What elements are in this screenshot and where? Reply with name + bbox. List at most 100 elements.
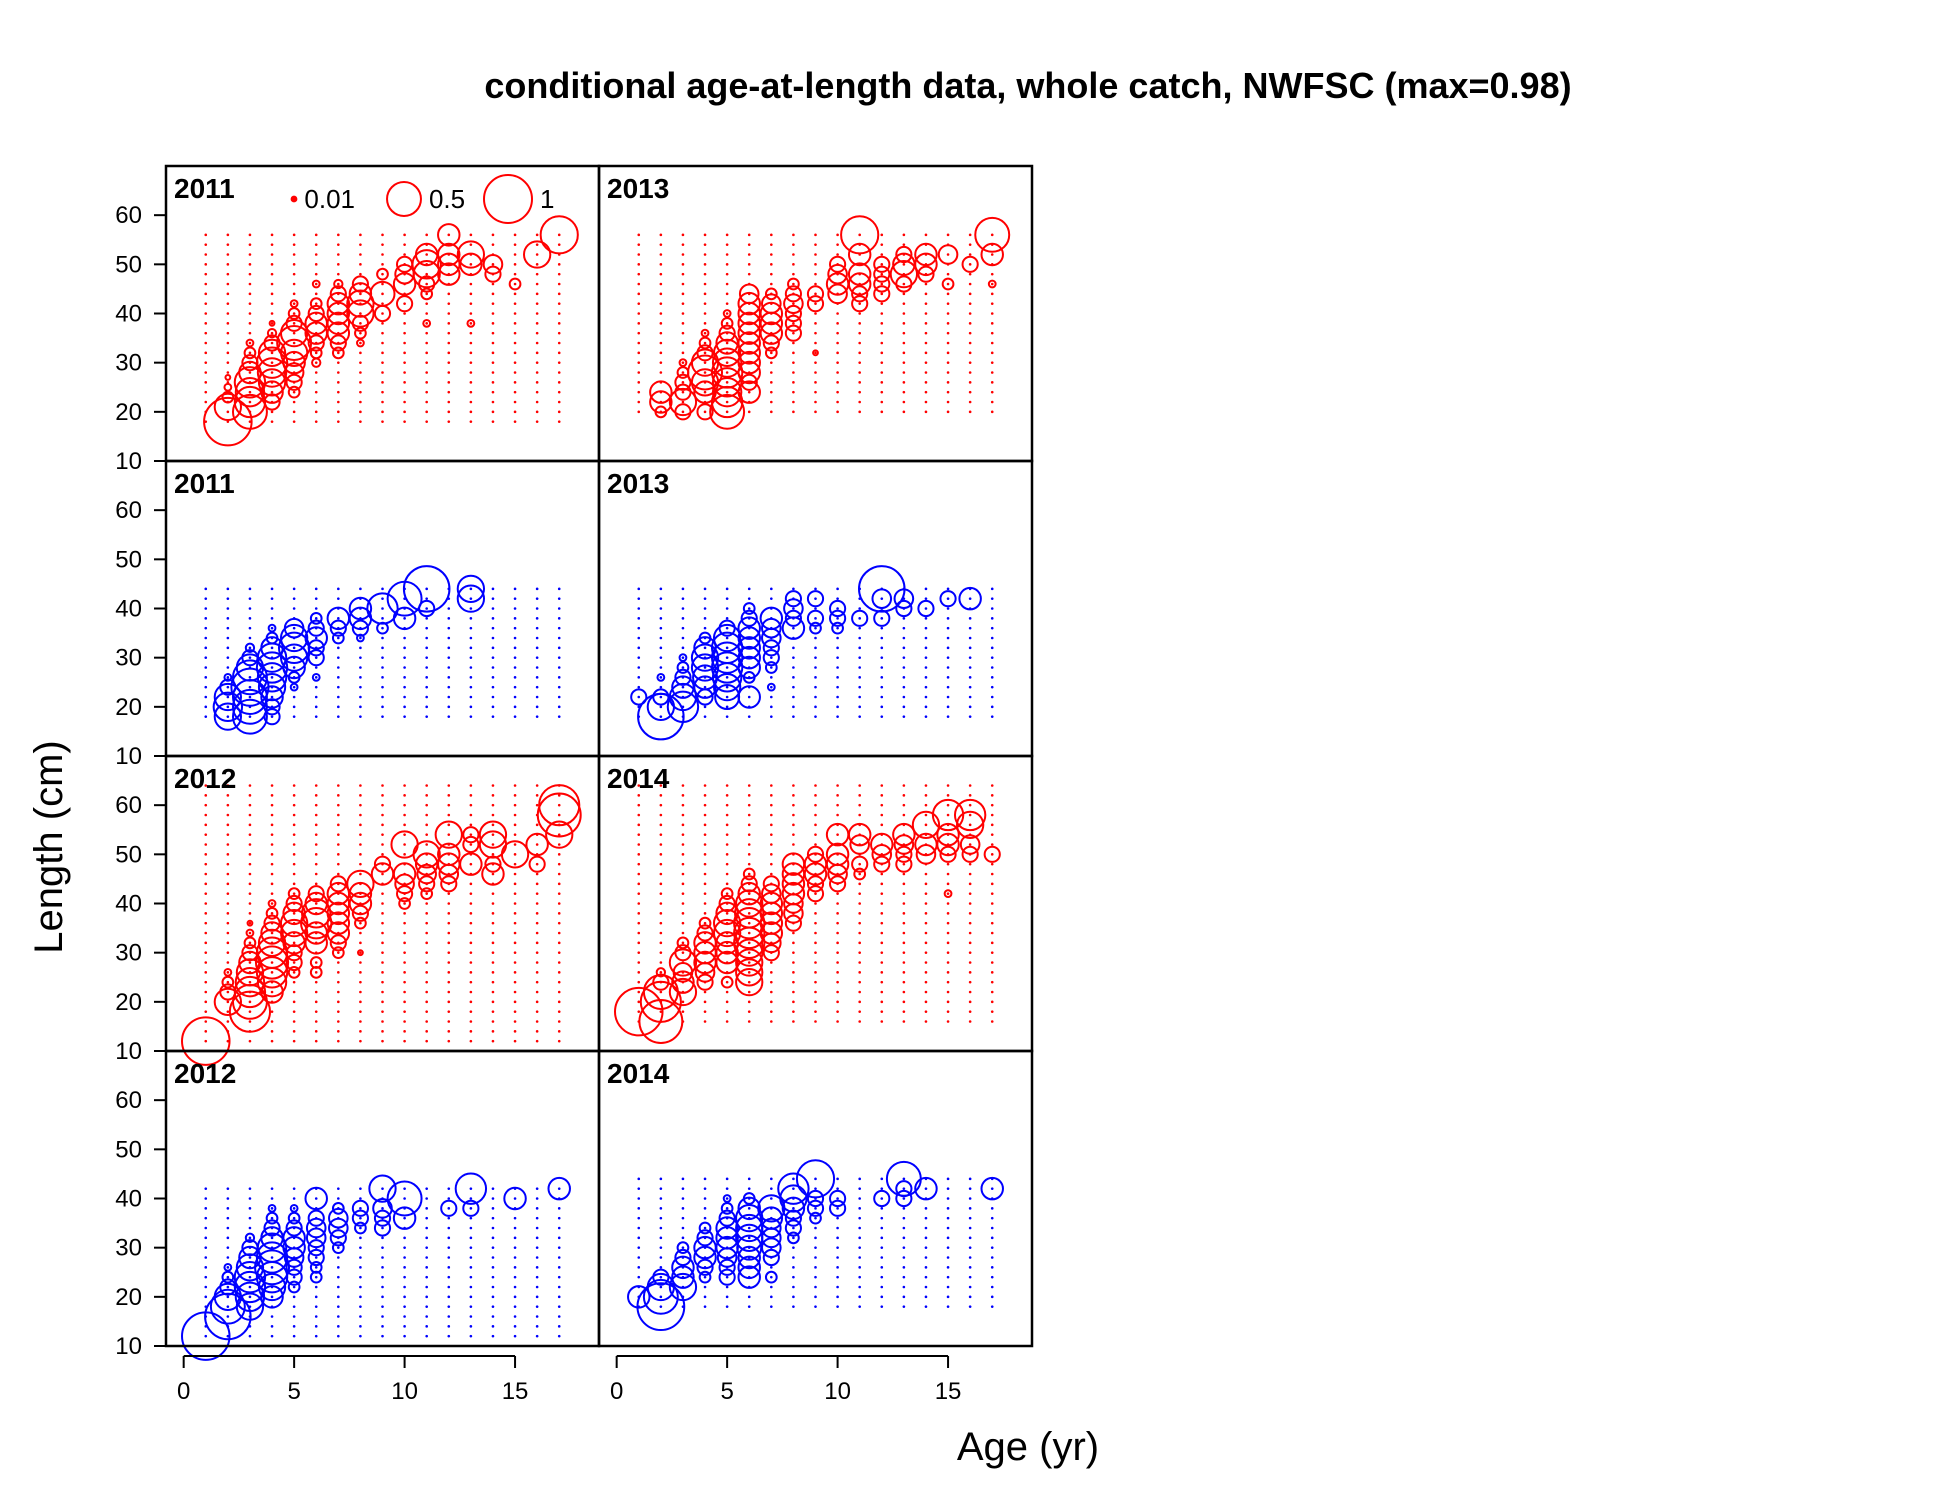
grid-dot xyxy=(491,233,495,237)
grid-dot xyxy=(924,587,928,591)
data-bubble xyxy=(525,832,549,857)
grid-dot xyxy=(557,666,561,669)
grid-dot xyxy=(248,351,252,355)
grid-dot xyxy=(681,282,685,286)
data-bubble xyxy=(937,244,959,265)
grid-dot xyxy=(880,322,884,325)
grid-dot xyxy=(337,1030,340,1033)
grid-dot xyxy=(637,1256,641,1259)
grid-dot xyxy=(491,322,495,325)
grid-dot xyxy=(292,1216,296,1220)
grid-dot xyxy=(314,676,318,679)
grid-dot xyxy=(836,803,839,807)
data-bubble xyxy=(267,623,277,633)
grid-dot xyxy=(659,646,663,650)
grid-dot xyxy=(902,390,906,394)
grid-dot xyxy=(880,902,884,905)
data-bubble xyxy=(462,826,480,844)
grid-dot xyxy=(226,882,230,886)
data-bubble xyxy=(282,1235,306,1260)
grid-dot xyxy=(491,872,495,876)
data-bubble xyxy=(892,822,916,847)
grid-dot xyxy=(814,912,817,915)
grid-dot xyxy=(681,253,685,256)
grid-dot xyxy=(292,312,296,315)
grid-dot xyxy=(513,705,517,709)
grid-dot xyxy=(314,351,318,355)
grid-dot xyxy=(381,1246,384,1249)
grid-dot xyxy=(725,361,729,364)
data-bubble xyxy=(354,1221,367,1235)
grid-dot xyxy=(858,371,861,374)
data-bubble xyxy=(718,619,736,637)
grid-dot xyxy=(469,302,473,305)
grid-dot xyxy=(447,390,451,394)
data-bubble xyxy=(307,1239,325,1257)
data-bubble xyxy=(221,975,235,989)
grid-dot xyxy=(381,272,384,276)
grid-dot xyxy=(226,1010,230,1013)
grid-dot xyxy=(513,1216,517,1220)
grid-dot xyxy=(924,931,928,935)
grid-dot xyxy=(535,1246,539,1249)
grid-dot xyxy=(403,853,406,856)
data-bubble xyxy=(737,1265,761,1289)
data-bubble xyxy=(980,1176,1004,1201)
grid-dot xyxy=(703,853,707,856)
grid-dot xyxy=(747,833,751,836)
grid-dot xyxy=(990,1275,994,1279)
grid-dot xyxy=(557,390,561,394)
grid-dot xyxy=(469,971,473,974)
grid-dot xyxy=(292,784,296,787)
data-bubble xyxy=(895,245,913,264)
grid-dot xyxy=(814,1177,817,1181)
grid-dot xyxy=(946,331,950,335)
grid-dot xyxy=(248,420,252,423)
grid-dot xyxy=(968,656,972,659)
grid-dot xyxy=(703,312,707,315)
grid-dot xyxy=(747,1236,751,1240)
grid-dot xyxy=(204,666,208,669)
data-bubble xyxy=(718,1258,736,1276)
grid-dot xyxy=(880,292,884,296)
grid-dot xyxy=(535,1266,539,1269)
grid-dot xyxy=(924,312,928,315)
grid-dot xyxy=(725,685,729,689)
grid-dot xyxy=(902,617,906,620)
grid-dot xyxy=(270,587,274,591)
grid-dot xyxy=(659,292,663,296)
grid-dot xyxy=(681,1207,685,1210)
data-bubble xyxy=(256,1232,288,1263)
grid-dot xyxy=(204,882,208,886)
grid-dot xyxy=(792,1236,795,1240)
grid-dot xyxy=(703,1010,707,1013)
grid-dot xyxy=(659,931,663,935)
grid-dot xyxy=(880,351,884,355)
grid-dot xyxy=(924,371,928,374)
grid-dot xyxy=(447,646,451,650)
grid-dot xyxy=(725,1000,729,1004)
grid-dot xyxy=(403,400,406,404)
grid-dot xyxy=(946,1236,950,1240)
data-bubble xyxy=(508,277,522,291)
grid-dot xyxy=(226,843,230,846)
grid-dot xyxy=(535,1226,539,1230)
grid-dot xyxy=(535,410,539,414)
data-bubble xyxy=(307,649,325,667)
grid-dot xyxy=(902,263,906,266)
grid-dot xyxy=(747,233,751,237)
grid-dot xyxy=(770,1177,773,1181)
data-bubble xyxy=(718,1268,736,1286)
grid-dot xyxy=(946,912,950,915)
grid-dot xyxy=(491,282,495,286)
data-bubble xyxy=(700,328,710,338)
grid-dot xyxy=(425,1266,428,1269)
grid-dot xyxy=(425,695,428,699)
grid-dot xyxy=(924,302,928,305)
grid-dot xyxy=(226,292,230,296)
grid-dot xyxy=(681,597,685,600)
grid-dot xyxy=(637,676,641,679)
grid-dot xyxy=(703,607,707,610)
grid-dot xyxy=(204,843,208,846)
